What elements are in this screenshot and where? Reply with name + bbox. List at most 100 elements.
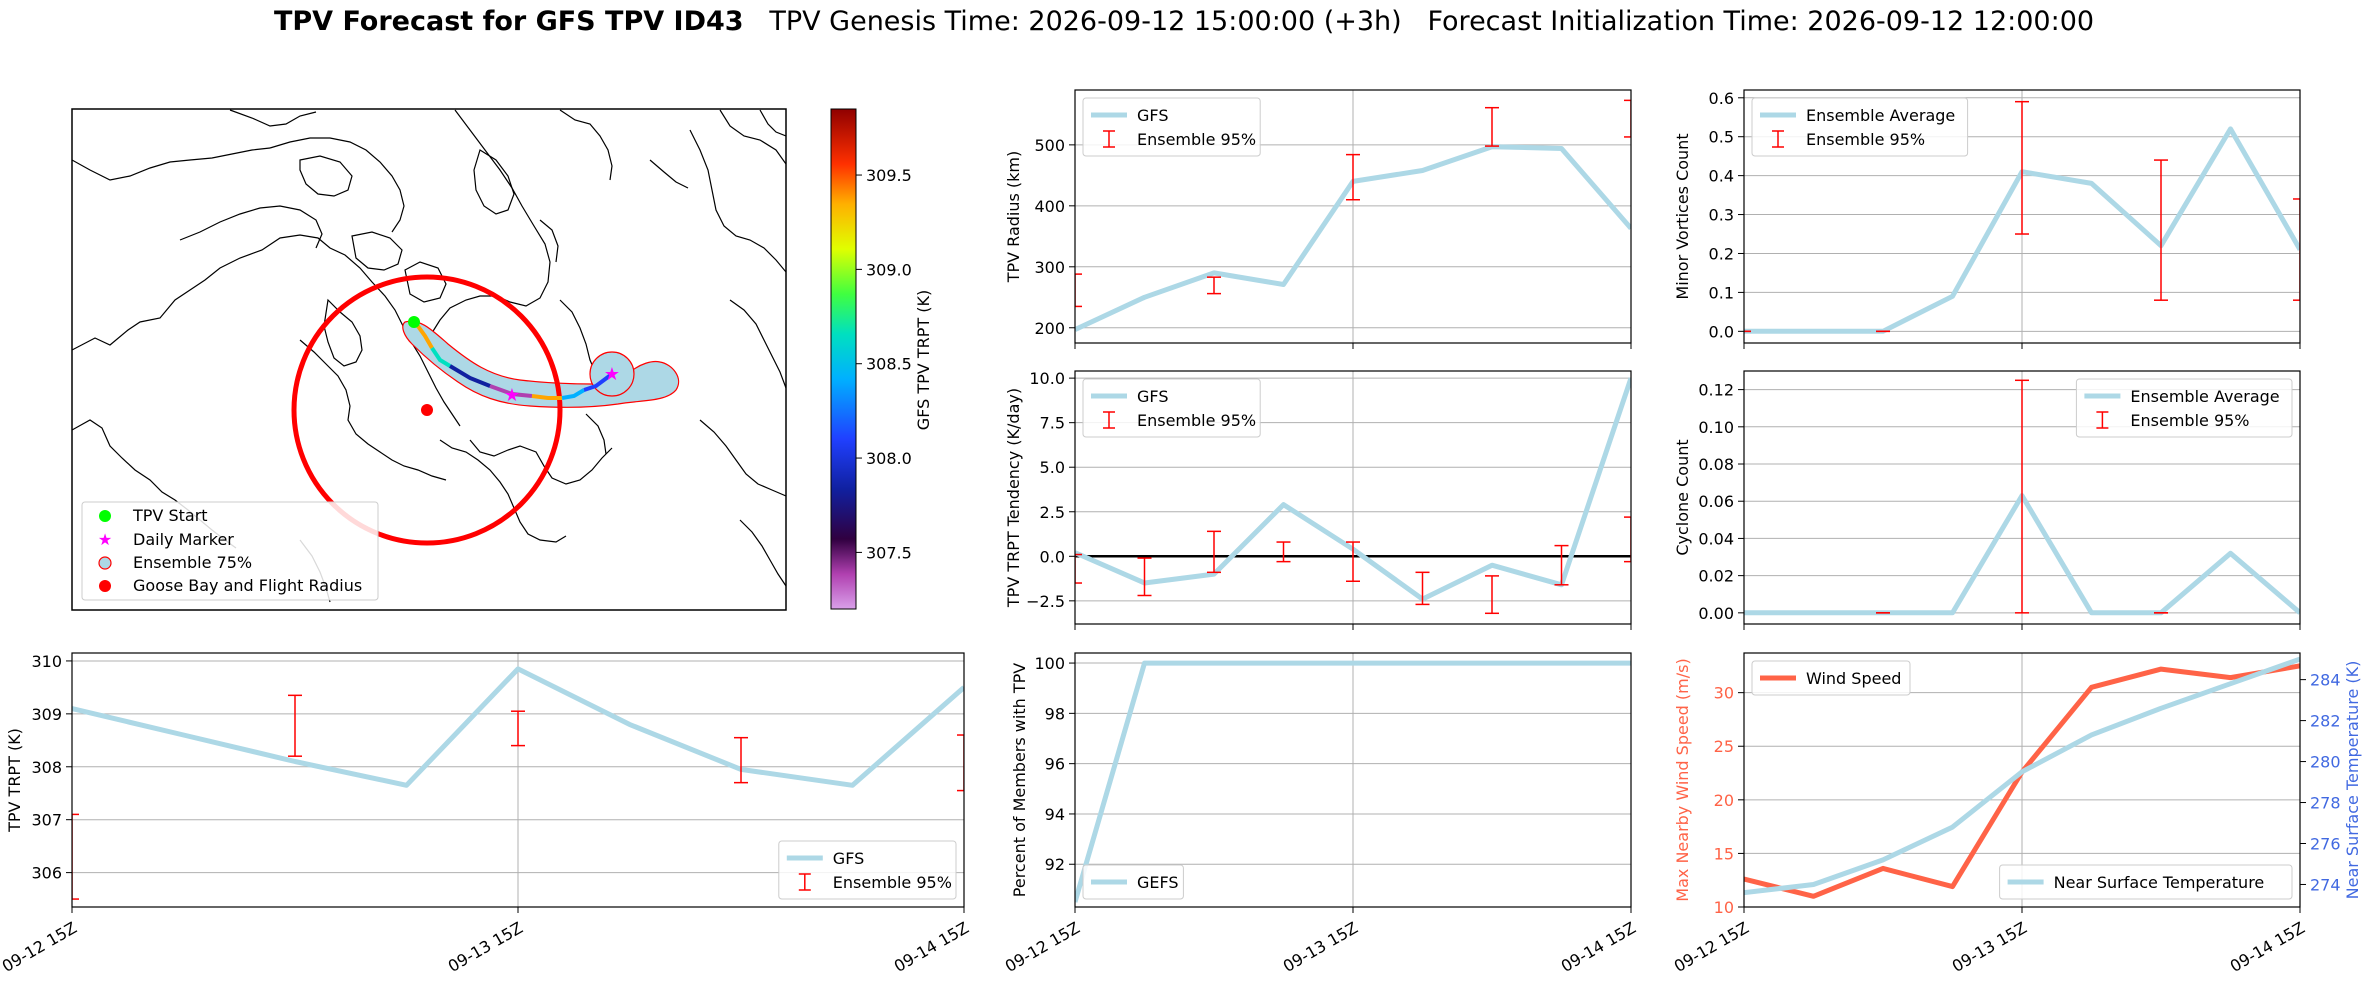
panel-cyclone: 0.00 0.02 0.04 0.06 0.08 0.10 0.12 Cyclone Coun… — [1673, 370, 2301, 630]
map-legend-box — [81, 501, 379, 601]
y-right-tick-label: 282 — [2310, 712, 2341, 731]
legend-box — [1751, 660, 1911, 696]
legend-label: GFS — [1137, 106, 1168, 125]
title-bold: TPV Forecast for GFS TPV ID43 — [273, 6, 744, 37]
figure-title: TPV Forecast for GFS TPV ID43 TPV Genesi… — [0, 6, 2368, 37]
legend-box — [1082, 97, 1261, 157]
y-tick-label: 2.5 — [1040, 503, 1065, 522]
track-segment-3 — [448, 364, 491, 388]
panel-tendency: −2.5 0.0 2.5 5.0 7.5 10.0 TPV TRPT Tendency (K… — [1004, 369, 1632, 630]
track-segment-6 — [561, 388, 586, 400]
legend-ensemble-75: Ensemble 75% — [133, 553, 252, 572]
legend-label: Ensemble Average — [2130, 387, 2279, 406]
y-right-tick-label: 274 — [2310, 875, 2341, 894]
y-tick-label: 0.06 — [1698, 492, 1734, 511]
y-right-axis-label: Near Surface Temperature (K) — [2343, 661, 2362, 900]
legend: GFS Ensemble 95% — [1082, 378, 1261, 438]
y-right-tick-label: 284 — [2310, 671, 2341, 690]
legend-daily-marker-icon: ★ — [98, 530, 112, 549]
series-line-near-surface-temperature — [1744, 656, 2300, 896]
legend-box — [1082, 864, 1184, 900]
y-tick-label: 0.0 — [1040, 547, 1065, 566]
legend-goose-bay-icon — [99, 580, 111, 592]
legend-box — [1999, 864, 2293, 900]
series-line-gefs — [1075, 660, 1631, 903]
series-line-gfs — [72, 666, 964, 788]
x-tick-label: 09-14 15Z — [2227, 918, 2308, 976]
y-tick-label: 500 — [1034, 136, 1065, 155]
axes-frame — [1074, 89, 1632, 344]
y-tick-label: 310 — [31, 652, 62, 671]
legend-box — [1082, 378, 1261, 438]
axes-frame — [1743, 89, 2301, 344]
legend-label: Ensemble 95% — [833, 873, 952, 892]
colorbar — [830, 108, 857, 610]
y-tick-label: 309 — [31, 705, 62, 724]
colorbar-tick-label: 309.5 — [866, 166, 912, 185]
y-axis-label: Minor Vortices Count — [1673, 133, 1692, 299]
legend-label: GFS — [1137, 387, 1168, 406]
legend-label: Wind Speed — [1806, 669, 1901, 688]
y-tick-label: 300 — [1034, 258, 1065, 277]
y-tick-label: 308 — [31, 758, 62, 777]
y-tick-label: 0.6 — [1709, 89, 1734, 108]
legend-label: Ensemble 95% — [2130, 411, 2249, 430]
y-tick-label: 30 — [1714, 684, 1734, 703]
y-tick-label: 7.5 — [1040, 414, 1065, 433]
legend-daily-marker: Daily Marker — [133, 530, 234, 549]
legend-label: GEFS — [1137, 873, 1179, 892]
x-tick-label: 09-14 15Z — [1558, 918, 1639, 976]
y-axis-label: Max Nearby Wind Speed (m/s) — [1673, 658, 1692, 901]
x-tick-label: 09-14 15Z — [891, 918, 972, 976]
daily-marker-1: ★ — [504, 385, 520, 406]
y-tick-label: 307 — [31, 811, 62, 830]
legend: GEFS — [1082, 864, 1184, 900]
x-tick-label: 09-12 15Z — [1671, 918, 1752, 976]
x-tick-label: 09-12 15Z — [0, 918, 80, 976]
x-tick-label: 09-13 15Z — [1949, 918, 2030, 976]
title-genesis: TPV Genesis Time: 2026-09-12 15:00:00 (+… — [769, 6, 1402, 37]
title-init: Forecast Initialization Time: 2026-09-12… — [1427, 6, 2095, 37]
y-axis-label: TPV TRPT (K) — [5, 728, 24, 833]
y-tick-label: 100 — [1034, 654, 1065, 673]
y-tick-label: 96 — [1045, 755, 1065, 774]
y-tick-label: 306 — [31, 864, 62, 883]
axes-frame — [1074, 370, 1632, 625]
colorbar-tick-label: 309.0 — [866, 260, 912, 279]
y-tick-label: 94 — [1045, 805, 1065, 824]
legend-box — [2075, 378, 2293, 438]
track-segment-start — [413, 320, 434, 350]
y-axis-label: TPV Radius (km) — [1004, 151, 1023, 284]
y-tick-label: 20 — [1714, 791, 1734, 810]
legend-tpv-start: TPV Start — [132, 506, 208, 525]
panel-trpt: 306 307 308 309 310 09-12 15Z 09-13 15Z 09-14 1… — [0, 652, 972, 976]
colorbar-ticks: 307.5 308.0 308.5 309.0 309.5 — [856, 166, 912, 562]
y-right-tick-label: 278 — [2310, 794, 2341, 813]
legend-label: Ensemble Average — [1806, 106, 1955, 125]
colorbar-tick-label: 307.5 — [866, 543, 912, 562]
y-tick-label: 15 — [1714, 844, 1734, 863]
axes-frame — [71, 652, 965, 908]
y-tick-label: 0.04 — [1698, 529, 1734, 548]
y-tick-label: 0.5 — [1709, 128, 1734, 147]
legend-label: Near Surface Temperature — [2054, 873, 2265, 892]
legend: Wind Speed — [1751, 660, 1911, 696]
y-tick-label: 0.08 — [1698, 455, 1734, 474]
legend-label: Ensemble 95% — [1137, 411, 1256, 430]
y-right-tick-label: 276 — [2310, 835, 2341, 854]
y-axis-label: Cyclone Count — [1673, 439, 1692, 555]
axes-frame — [1743, 652, 2301, 908]
y-tick-label: 25 — [1714, 737, 1734, 756]
axes-frame — [1743, 370, 2301, 625]
y-tick-label: 0.10 — [1698, 418, 1734, 437]
track-segment-4 — [489, 384, 533, 398]
legend: Ensemble Average Ensemble 95% — [1751, 97, 1969, 157]
legend-goose-bay: Goose Bay and Flight Radius — [133, 576, 362, 595]
flight-radius-circle — [291, 274, 563, 546]
y-tick-label: −2.5 — [1026, 592, 1065, 611]
legend: Near Surface Temperature — [1999, 864, 2293, 900]
x-tick-label: 09-13 15Z — [1280, 918, 1361, 976]
panel-minor: 0.0 0.1 0.2 0.3 0.4 0.5 0.6 Minor Vortices Coun… — [1673, 89, 2301, 349]
